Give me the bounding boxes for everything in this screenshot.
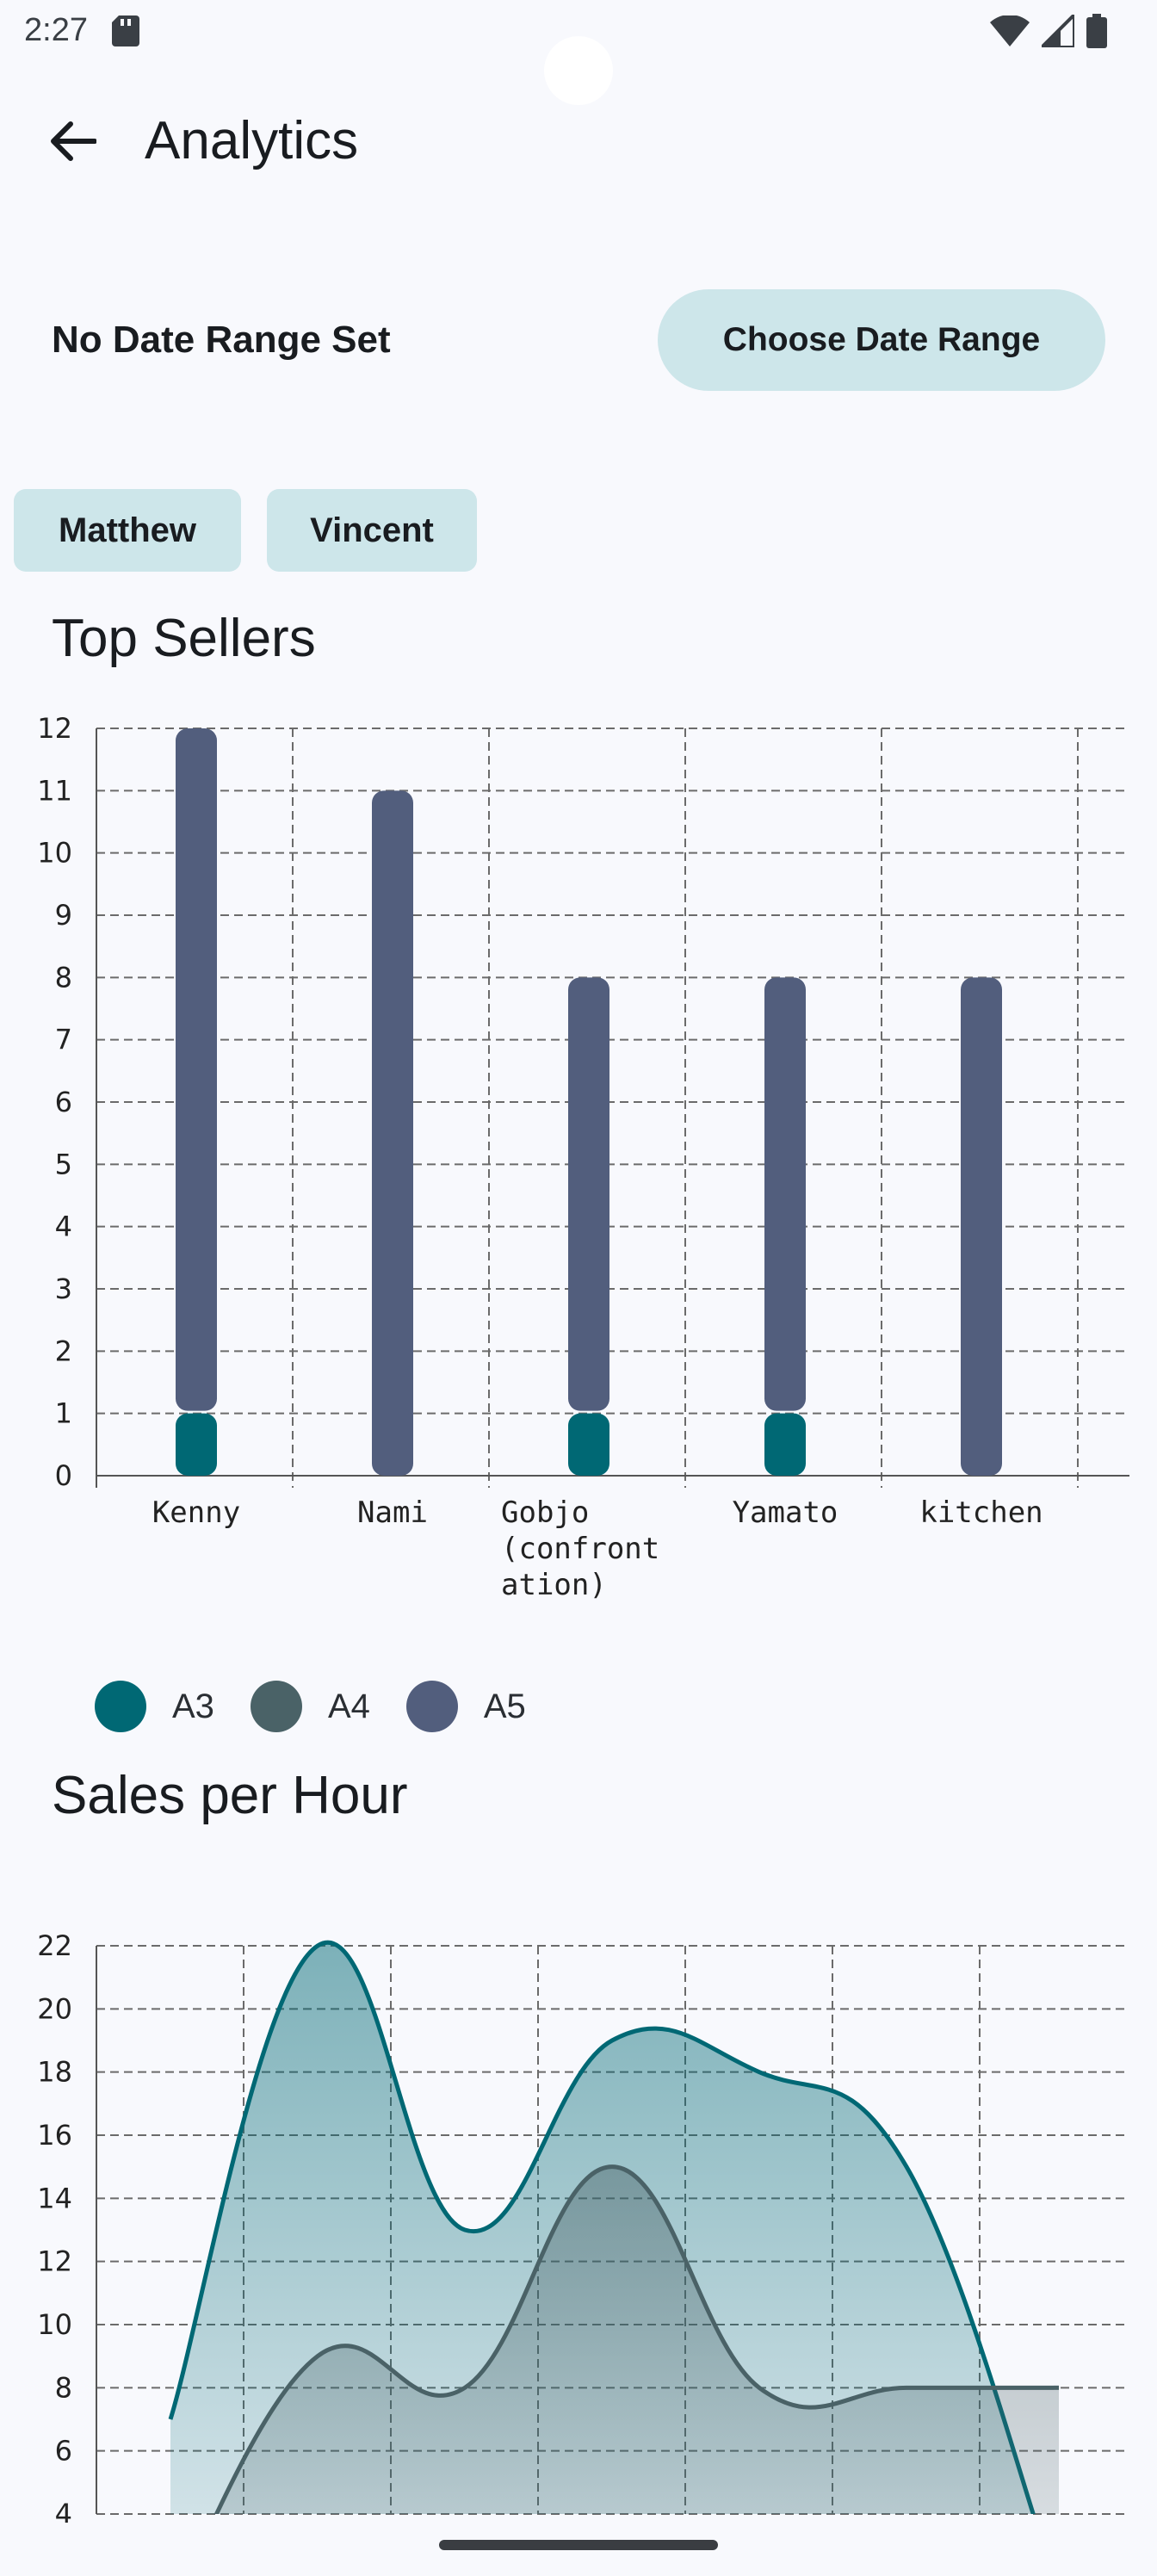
y-tick-label: 2	[55, 1334, 72, 1367]
bar-a3	[568, 1413, 609, 1476]
signal-icon	[1037, 10, 1076, 52]
date-range-label: No Date Range Set	[52, 319, 391, 361]
status-time: 2:27	[24, 12, 88, 48]
y-tick-label: 4	[55, 1211, 72, 1243]
y-tick-label: 14	[37, 2182, 72, 2214]
bar-a5	[568, 977, 609, 1411]
page-title: Analytics	[145, 111, 359, 170]
chip-matthew[interactable]: Matthew	[14, 489, 241, 572]
y-tick-label: 16	[37, 2119, 72, 2152]
bar-a5	[764, 977, 806, 1411]
sd-card-icon	[112, 15, 139, 51]
battery-icon	[1086, 14, 1107, 53]
legend-label-a5: A5	[483, 1687, 526, 1725]
sales-per-hour-title: Sales per Hour	[52, 1766, 408, 1825]
y-tick-label: 4	[55, 2498, 72, 2523]
plot-area	[168, 1940, 1059, 2514]
y-tick-label: 18	[37, 2056, 72, 2089]
series-line-a4	[213, 2164, 1054, 2514]
bar-a3	[764, 1413, 806, 1476]
x-tick-label: Gobjo	[501, 1495, 589, 1530]
x-tick-label: Kenny	[152, 1495, 240, 1530]
y-tick-label: 6	[55, 2435, 72, 2468]
back-button[interactable]	[38, 107, 107, 176]
legend-label-a4: A4	[327, 1687, 370, 1725]
bar-a5	[372, 790, 413, 1476]
chip-vincent[interactable]: Vincent	[267, 489, 477, 572]
y-tick-label: 8	[55, 2371, 72, 2404]
legend-swatch-a5	[405, 1681, 458, 1732]
y-tick-label: 6	[55, 1086, 72, 1118]
legend-label-a3: A3	[172, 1687, 214, 1725]
legend-swatch-a3	[95, 1681, 146, 1732]
legend-swatch-a4	[250, 1681, 302, 1732]
choose-date-range-button[interactable]: Choose Date Range	[658, 289, 1105, 391]
y-tick-label: 10	[37, 837, 72, 870]
bar-a5	[176, 728, 217, 1411]
home-indicator[interactable]	[439, 2540, 718, 2550]
y-tick-label: 12	[37, 712, 72, 745]
y-tick-label: 20	[37, 1992, 72, 2025]
y-tick-label: 9	[55, 899, 72, 932]
y-tick-label: 7	[55, 1024, 72, 1056]
y-tick-label: 22	[37, 1929, 72, 1962]
legend-item-a4: A4	[250, 1681, 370, 1732]
y-tick-label: 1	[55, 1397, 72, 1430]
area-fill-a4	[216, 2166, 1059, 2514]
wifi-icon	[990, 15, 1030, 51]
top-sellers-title: Top Sellers	[52, 609, 316, 668]
chart-legend: A3 A4 A5	[95, 1681, 562, 1732]
x-tick-label: Nami	[357, 1495, 428, 1530]
y-tick-label: 12	[37, 2245, 72, 2278]
sales-per-hour-chart: 4 6 8 10 12 14 16 18 20 22	[37, 1929, 1129, 2523]
y-tick-label: 11	[37, 774, 72, 807]
y-tick-label: 0	[55, 1459, 72, 1492]
x-tick-label: (confront	[501, 1532, 659, 1566]
arrow-back-icon	[51, 121, 96, 161]
legend-item-a3: A3	[95, 1681, 214, 1732]
y-tick-label: 5	[55, 1148, 72, 1180]
y-tick-label: 3	[55, 1273, 72, 1305]
legend-item-a5: A5	[405, 1681, 526, 1732]
x-tick-label: Yamato	[733, 1495, 838, 1530]
series-line-a3	[168, 1940, 1036, 2514]
x-tick-label: kitchen	[919, 1495, 1043, 1530]
x-tick-label: ation)	[501, 1568, 607, 1602]
camera-cutout	[544, 36, 613, 105]
y-tick-label: 8	[55, 961, 72, 994]
bar-a3	[176, 1413, 217, 1476]
y-tick-label: 10	[37, 2308, 72, 2341]
status-icons	[990, 10, 1107, 53]
bar-a5	[961, 977, 1002, 1476]
